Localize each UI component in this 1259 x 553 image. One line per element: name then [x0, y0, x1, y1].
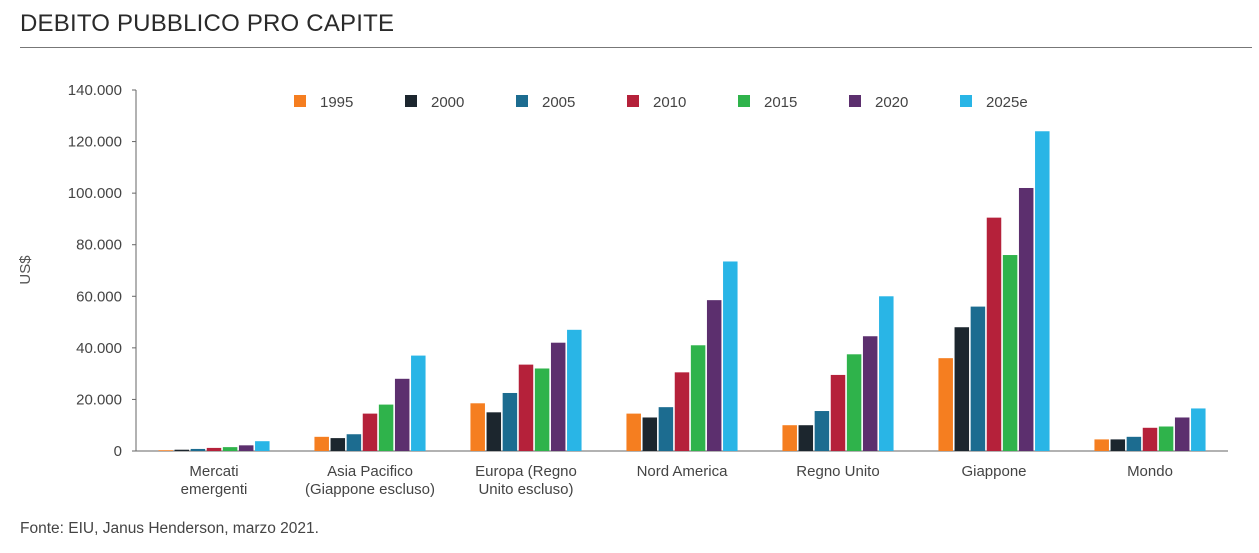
bar-2005-0 — [190, 448, 206, 451]
bar-2005-1 — [346, 434, 362, 451]
bar-2025e-5 — [1035, 131, 1050, 451]
bar-2015-4 — [846, 354, 862, 451]
bar-2000-6 — [1110, 439, 1126, 451]
bar-2025e-1 — [411, 355, 426, 451]
bar-2020-5 — [1018, 187, 1034, 452]
legend-swatch-2000 — [405, 95, 417, 107]
bar-2010-6 — [1142, 427, 1158, 451]
bar-2010-1 — [362, 413, 378, 451]
legend: 1995 2000 2005 2010 2015 2020 2025e — [294, 94, 1028, 111]
x-tick-label: Asia Pacifico — [327, 463, 413, 480]
bar-2000-1 — [330, 438, 346, 451]
y-tick-label: 120.000 — [68, 134, 122, 151]
legend-swatch-1995 — [294, 95, 306, 107]
bar-1995-2 — [470, 403, 485, 451]
bar-2020-2 — [550, 342, 566, 451]
bar-2020-6 — [1174, 417, 1190, 451]
bar-2020-4 — [862, 336, 878, 451]
x-tick-label: Nord America — [637, 463, 729, 480]
y-tick-label: 20.000 — [76, 391, 122, 408]
bar-2010-3 — [674, 372, 690, 451]
legend-swatch-2015 — [738, 95, 750, 107]
chart-title: DEBITO PUBBLICO PRO CAPITE — [20, 10, 395, 37]
title-divider — [20, 47, 1252, 48]
bars — [158, 131, 1206, 452]
bar-2015-5 — [1002, 255, 1018, 451]
bar-2005-5 — [970, 306, 986, 451]
y-tick-label: 60.000 — [76, 288, 122, 305]
source-note: Fonte: EIU, Janus Henderson, marzo 2021. — [20, 520, 319, 537]
bar-2025e-4 — [879, 296, 894, 451]
bar-2010-0 — [206, 447, 222, 451]
legend-label-2010: 2010 — [653, 94, 686, 111]
bar-1995-4 — [782, 425, 797, 451]
legend-swatch-2025e — [960, 95, 972, 107]
legend-label-2005: 2005 — [542, 94, 575, 111]
legend-label-2025e: 2025e — [986, 94, 1028, 111]
bar-2010-5 — [986, 217, 1002, 451]
x-tick-label: Unito escluso) — [478, 481, 573, 498]
bar-2015-0 — [222, 447, 238, 451]
legend-swatch-2005 — [516, 95, 528, 107]
bar-2025e-2 — [567, 329, 582, 451]
x-tick-label: (Giappone escluso) — [305, 481, 435, 498]
y-tick-label: 0 — [114, 443, 122, 460]
x-tick-label: Mondo — [1127, 463, 1173, 480]
y-tick-label: 40.000 — [76, 340, 122, 357]
bar-2000-4 — [798, 425, 814, 451]
legend-label-2020: 2020 — [875, 94, 908, 111]
bar-2005-6 — [1126, 436, 1142, 451]
bar-2015-3 — [690, 345, 706, 451]
legend-label-1995: 1995 — [320, 94, 353, 111]
bar-2000-5 — [954, 327, 970, 451]
bar-2015-2 — [534, 368, 550, 451]
x-tick-label: Europa (Regno — [475, 463, 577, 480]
bar-2015-1 — [378, 404, 394, 451]
x-tick-label: Mercati — [189, 463, 238, 480]
bar-1995-3 — [626, 413, 641, 451]
bar-1995-6 — [1094, 439, 1109, 451]
legend-swatch-2010 — [627, 95, 639, 107]
legend-label-2000: 2000 — [431, 94, 464, 111]
bar-1995-0 — [158, 450, 173, 451]
bar-2000-3 — [642, 417, 658, 451]
bar-1995-5 — [938, 358, 953, 451]
x-tick-label: Giappone — [961, 463, 1026, 480]
bar-2025e-6 — [1191, 408, 1206, 451]
bar-2005-2 — [502, 392, 518, 451]
bar-2010-2 — [518, 364, 534, 451]
x-tick-label: Regno Unito — [796, 463, 879, 480]
bar-2025e-0 — [255, 441, 270, 451]
legend-swatch-2020 — [849, 95, 861, 107]
bar-2005-3 — [658, 407, 674, 451]
bar-2020-0 — [238, 445, 254, 451]
bar-2020-3 — [706, 300, 722, 451]
bar-1995-1 — [314, 436, 329, 451]
legend-label-2015: 2015 — [764, 94, 797, 111]
bar-2005-4 — [814, 411, 830, 451]
bar-2015-6 — [1158, 426, 1174, 451]
y-tick-label: 140.000 — [68, 82, 122, 99]
x-tick-label: emergenti — [181, 481, 248, 498]
bar-2020-1 — [394, 378, 410, 451]
bar-2010-4 — [830, 374, 846, 451]
bar-2000-0 — [174, 449, 190, 451]
y-axis-label: US$ — [17, 255, 34, 285]
y-tick-label: 80.000 — [76, 237, 122, 254]
bar-2000-2 — [486, 412, 502, 451]
y-tick-label: 100.000 — [68, 185, 122, 202]
bar-2025e-3 — [723, 261, 738, 451]
